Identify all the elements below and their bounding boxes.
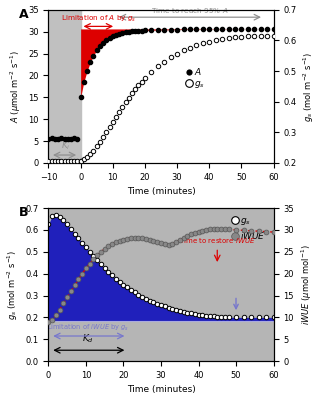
Legend: $g_s$, $iWUE$: $g_s$, $iWUE$ — [229, 212, 269, 244]
X-axis label: Time (minutes): Time (minutes) — [127, 386, 195, 394]
Legend: $A$, $g_s$: $A$, $g_s$ — [184, 62, 209, 94]
Text: B: B — [19, 206, 29, 220]
Text: Limitation of $A$ by $g_s$: Limitation of $A$ by $g_s$ — [61, 14, 136, 24]
Text: Time to reach 95% $A$: Time to reach 95% $A$ — [151, 6, 229, 15]
X-axis label: Time (minutes): Time (minutes) — [127, 187, 195, 196]
Text: $K_i$: $K_i$ — [62, 140, 71, 152]
Y-axis label: $g_s$ (mol m$^{-2}$ s$^{-1}$): $g_s$ (mol m$^{-2}$ s$^{-1}$) — [5, 249, 20, 320]
Text: $K_d$: $K_d$ — [82, 332, 94, 345]
Y-axis label: $g_s$ (mol m$^{-2}$ s$^{-1}$): $g_s$ (mol m$^{-2}$ s$^{-1}$) — [302, 51, 317, 122]
Bar — [49, 10, 80, 163]
Text: Time to restore $iWUE$: Time to restore $iWUE$ — [179, 236, 256, 245]
Y-axis label: $A$ ($\mu$mol m$^{-2}$ s$^{-1}$): $A$ ($\mu$mol m$^{-2}$ s$^{-1}$) — [8, 50, 23, 123]
Text: Limitation of $iWUE$ by $g_s$: Limitation of $iWUE$ by $g_s$ — [47, 323, 129, 333]
Y-axis label: $iWUE$ ($\mu$mol mol$^{-1}$): $iWUE$ ($\mu$mol mol$^{-1}$) — [299, 244, 314, 325]
Text: A: A — [19, 8, 29, 21]
